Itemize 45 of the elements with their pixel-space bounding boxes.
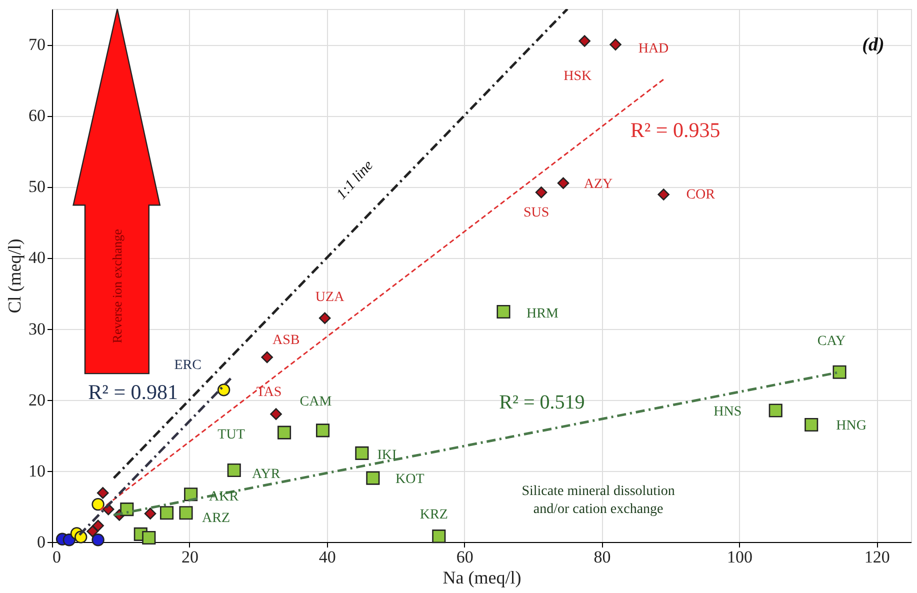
x-tick-label: 120 — [864, 548, 890, 566]
y-tick-label: 50 — [28, 177, 46, 196]
annotation: HSK — [564, 68, 592, 84]
x-tick-label: 100 — [726, 548, 752, 566]
y-tick-label: 10 — [28, 461, 46, 480]
annotation: CAY — [817, 334, 846, 350]
y-tick-label: 20 — [28, 390, 46, 410]
annotation: TUT — [218, 428, 246, 443]
annotation: AYR — [252, 467, 281, 482]
annotation: ARZ — [202, 510, 230, 526]
annotation: HRM — [526, 306, 559, 322]
y-tick-label: 40 — [28, 248, 46, 268]
x-tick-label: 60 — [456, 548, 474, 566]
annotation: (d) — [862, 34, 884, 56]
y-tick-label: 30 — [28, 319, 46, 338]
annotation: CAM — [300, 394, 332, 410]
y-tick-label: 60 — [28, 106, 46, 126]
annotation: COR — [686, 187, 716, 202]
annotation: AZY — [584, 177, 613, 192]
x-tick-label: 20 — [181, 548, 198, 566]
y-tick-label: 70 — [28, 35, 46, 54]
x-tick-label: 40 — [318, 548, 336, 566]
x-axis-title: Na (meq/l) — [442, 568, 522, 588]
annotation: R² = 0.519 — [499, 392, 585, 414]
annotation: Silicate mineral dissolution and/or cation exchange — [522, 484, 675, 517]
x-tick-label: 0 — [52, 548, 61, 566]
annotation: TAS — [256, 385, 282, 400]
annotation: UZA — [315, 290, 346, 306]
annotation: HAD — [638, 42, 669, 57]
annotation: ASB — [272, 333, 300, 348]
annotation: Reverse ion exchange — [109, 228, 124, 344]
annotation: R² = 0.935 — [630, 118, 720, 142]
annotation: 1:1 line — [334, 157, 377, 203]
annotation: IKI — [377, 448, 397, 464]
annotation: R² = 0.981 — [88, 380, 178, 404]
y-axis-title: Cl (meq/l) — [4, 238, 24, 314]
annotation: AKR — [209, 489, 240, 504]
annotation: ERC — [174, 358, 202, 373]
annotation: HNS — [714, 404, 742, 420]
annotation: HNG — [836, 418, 867, 434]
annotation: KOT — [396, 472, 425, 488]
annotation: SUS — [523, 205, 550, 220]
annotation: KRZ — [420, 507, 448, 522]
y-tick-label: 0 — [37, 532, 46, 552]
x-tick-label: 80 — [594, 548, 611, 566]
